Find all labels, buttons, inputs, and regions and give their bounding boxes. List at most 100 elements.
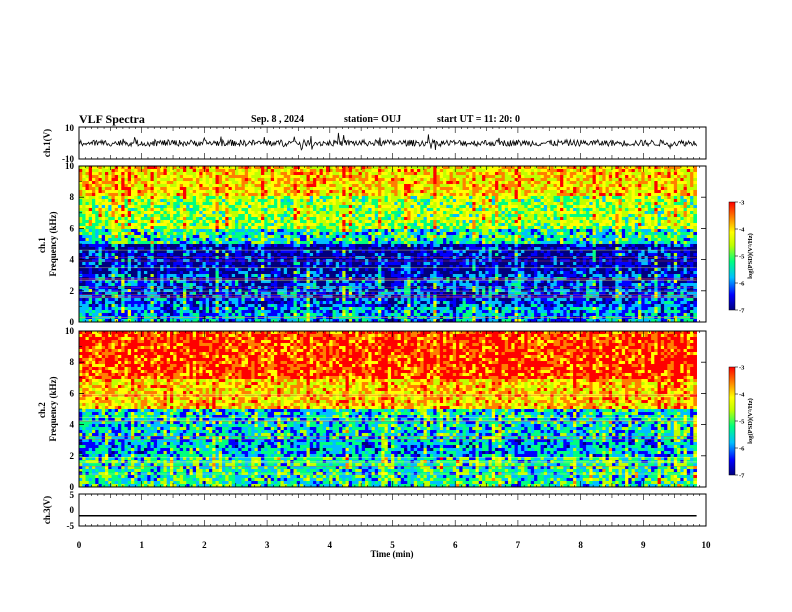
spectrogram-cell bbox=[118, 181, 122, 185]
spectrogram-cell bbox=[300, 187, 304, 191]
spectrogram-cell bbox=[157, 277, 161, 281]
spectrogram-cell bbox=[296, 220, 301, 224]
spectrogram-cell bbox=[147, 310, 151, 314]
spectrogram-cell bbox=[287, 208, 291, 212]
spectrogram-cell bbox=[183, 289, 187, 293]
spectrogram-cell bbox=[277, 262, 281, 266]
spectrogram-cell bbox=[88, 202, 93, 206]
spectrogram-cell bbox=[212, 253, 216, 257]
spectrogram-cell bbox=[261, 298, 265, 302]
spectrogram-cell bbox=[218, 235, 223, 239]
spectrogram-cell bbox=[228, 241, 233, 245]
spectrogram-cell bbox=[296, 271, 301, 275]
spectrogram-cell bbox=[280, 310, 285, 314]
spectrogram-cell bbox=[92, 214, 96, 218]
spectrogram-cell bbox=[290, 238, 294, 242]
spectrogram-cell bbox=[127, 307, 132, 311]
spectrogram-cell bbox=[300, 172, 304, 176]
spectrogram-cell bbox=[235, 265, 239, 269]
spectrogram-cell bbox=[95, 205, 99, 209]
spectrogram-cell bbox=[358, 286, 363, 290]
spectrogram-cell bbox=[274, 166, 278, 170]
spectrogram-cell bbox=[183, 241, 187, 245]
spectrogram-cell bbox=[368, 202, 372, 206]
spectrogram-cell bbox=[118, 292, 122, 296]
spectrogram-cell bbox=[280, 232, 285, 236]
spectrogram-cell bbox=[309, 250, 314, 254]
spectrogram-cell bbox=[196, 208, 200, 212]
spectrogram-cell bbox=[326, 313, 330, 317]
spectrogram-cell bbox=[280, 208, 285, 212]
spectrogram-cell bbox=[251, 265, 255, 269]
spectrogram-cell bbox=[212, 214, 216, 218]
spectrogram-cell bbox=[134, 310, 138, 314]
spectrogram-cell bbox=[319, 244, 324, 248]
spectrogram-cell bbox=[257, 289, 262, 293]
spectrogram-cell bbox=[202, 265, 207, 269]
spectrogram-cell bbox=[316, 250, 320, 254]
spectrogram-cell bbox=[280, 259, 285, 263]
spectrogram-cell bbox=[280, 319, 285, 323]
spectrogram-cell bbox=[316, 310, 320, 314]
spectrogram-cell bbox=[147, 169, 151, 173]
spectrogram-cell bbox=[339, 241, 343, 245]
spectrogram-cell bbox=[183, 208, 187, 212]
spectrogram-cell bbox=[244, 280, 249, 284]
spectrogram-cell bbox=[170, 253, 174, 257]
spectrogram-cell bbox=[381, 310, 385, 314]
spectrogram-cell bbox=[319, 253, 324, 257]
spectrogram-cell bbox=[355, 241, 359, 245]
spectrogram-cell bbox=[131, 301, 135, 305]
spectrogram-cell bbox=[199, 301, 203, 305]
spectrogram-cell bbox=[287, 172, 291, 176]
spectrogram-cell bbox=[309, 241, 314, 245]
spectrogram-cell bbox=[329, 304, 333, 308]
spectrogram-cell bbox=[319, 184, 324, 188]
spectrogram-cell bbox=[137, 172, 142, 176]
spectrogram-cell bbox=[205, 196, 210, 200]
spectrogram-cell bbox=[339, 271, 343, 275]
spectrogram-cell bbox=[150, 262, 155, 266]
spectrogram-cell bbox=[248, 253, 252, 257]
spectrogram-cell bbox=[163, 211, 168, 215]
spectrogram-cell bbox=[251, 289, 255, 293]
spectrogram-cell bbox=[92, 196, 96, 200]
spectrogram-cell bbox=[215, 265, 220, 269]
spectrogram-cell bbox=[111, 283, 116, 287]
spectrogram-cell bbox=[251, 214, 255, 218]
spectrogram-cell bbox=[371, 304, 376, 308]
spectrogram-cell bbox=[118, 217, 122, 221]
spectrogram-cell bbox=[267, 283, 272, 287]
spectrogram-cell bbox=[290, 235, 294, 239]
spectrogram-cell bbox=[381, 277, 385, 281]
spectrogram-cell bbox=[192, 265, 197, 269]
spectrogram-cell bbox=[222, 229, 226, 233]
spectrogram-cell bbox=[192, 226, 197, 230]
spectrogram-cell bbox=[303, 274, 307, 278]
spectrogram-cell bbox=[140, 313, 145, 317]
spectrogram-cell bbox=[280, 214, 285, 218]
spectrogram-cell bbox=[183, 166, 187, 170]
spectrogram-cell bbox=[202, 262, 207, 266]
spectrogram-cell bbox=[352, 184, 356, 188]
spectrogram-cell bbox=[105, 205, 109, 209]
spectrogram-cell bbox=[202, 211, 207, 215]
spectrogram-cell bbox=[111, 184, 116, 188]
spectrogram-cell bbox=[150, 253, 155, 257]
spectrogram-cell bbox=[82, 199, 86, 203]
spectrogram-cell bbox=[287, 199, 291, 203]
spectrogram-cell bbox=[170, 205, 174, 209]
spectrogram-cell bbox=[209, 238, 213, 242]
spectrogram-cell bbox=[176, 208, 181, 212]
spectrogram-cell bbox=[131, 250, 135, 254]
spectrogram-cell bbox=[88, 259, 93, 263]
spectrogram-cell bbox=[114, 307, 119, 311]
spectrogram-cell bbox=[342, 262, 346, 266]
spectrogram-cell bbox=[88, 196, 93, 200]
spectrogram-cell bbox=[95, 181, 99, 185]
spectrogram-cell bbox=[264, 280, 268, 284]
spectrogram-cell bbox=[352, 247, 356, 251]
spectrogram-cell bbox=[196, 286, 200, 290]
spectrogram-cell bbox=[101, 223, 106, 227]
spectrogram-cell bbox=[352, 304, 356, 308]
